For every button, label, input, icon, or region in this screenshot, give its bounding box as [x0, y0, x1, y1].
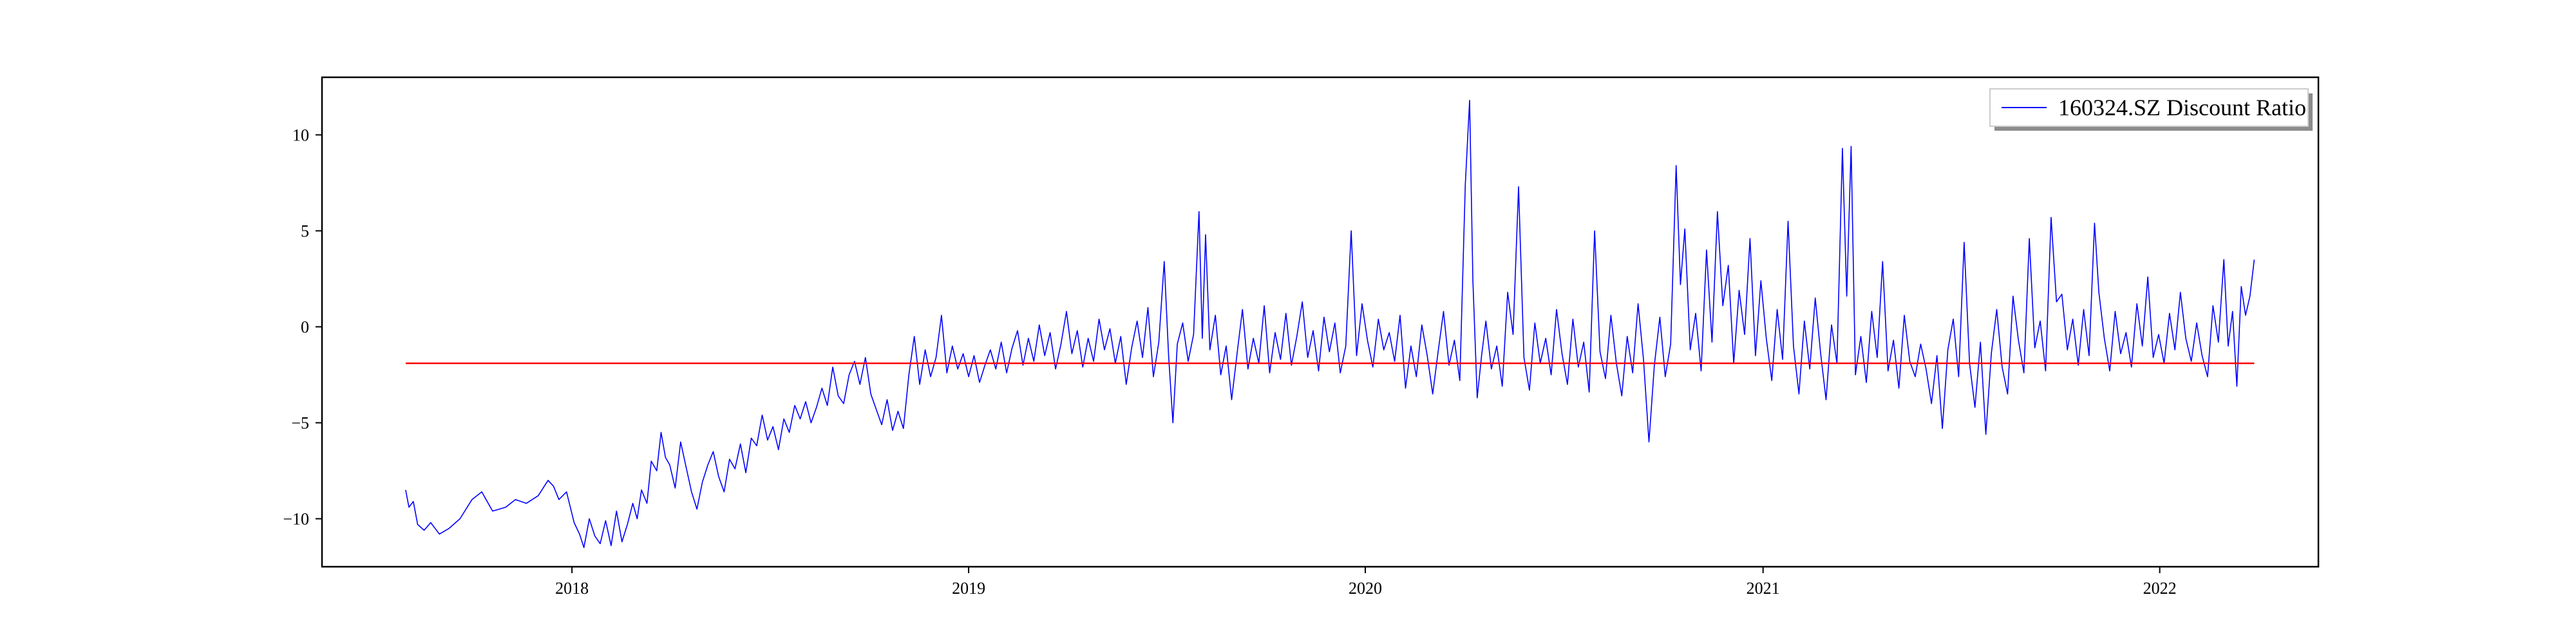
axes-frame: [321, 76, 2320, 568]
y-axis: −10 −5 0 5 10: [283, 126, 322, 528]
legend-label: 160324.SZ Discount Ratio: [2058, 95, 2306, 120]
x-tick-label: 2018: [555, 579, 589, 598]
x-axis: 2018 2019 2020 2021 2022: [555, 567, 2177, 598]
y-tick-label: 10: [292, 126, 309, 144]
x-tick-label: 2019: [952, 579, 985, 598]
series-line-discount-ratio: [405, 100, 2255, 549]
y-tick-label: 0: [301, 317, 309, 336]
x-tick-label: 2020: [1349, 579, 1382, 598]
y-tick-label: 5: [301, 222, 309, 240]
plot-area: [405, 100, 2255, 549]
legend: 160324.SZ Discount Ratio: [1989, 88, 2313, 131]
x-tick-label: 2021: [1747, 579, 1780, 598]
y-tick-label: −10: [283, 509, 309, 528]
y-tick-label: −5: [291, 413, 309, 432]
x-tick-label: 2022: [2143, 579, 2177, 598]
